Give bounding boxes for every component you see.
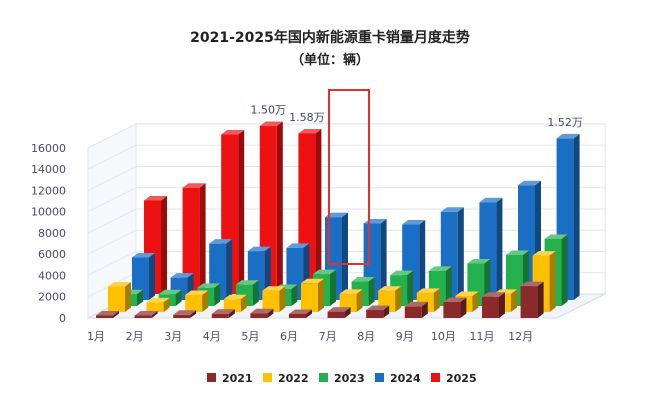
legend-label: 2024 — [390, 372, 421, 385]
legend-swatch — [319, 373, 328, 382]
legend-label: 2022 — [278, 372, 309, 385]
data-label: 1.52万 — [547, 116, 583, 129]
bar-2022-4月 — [223, 294, 247, 312]
x-tick-label: 7月 — [319, 330, 337, 343]
legend-item-2025: 2025 — [431, 372, 477, 385]
bar-2022-2月 — [146, 297, 170, 312]
y-tick-label: 8000 — [38, 227, 66, 240]
bar-2022-3月 — [185, 290, 209, 312]
data-label: 1.50万 — [251, 104, 287, 117]
legend-swatch — [263, 373, 272, 382]
chart-title: 2021-2025年国内新能源重卡销量月度走势 — [190, 29, 470, 46]
y-tick-label: 0 — [59, 312, 66, 325]
y-tick-label: 12000 — [31, 184, 66, 197]
bar-2021-1月 — [96, 311, 119, 318]
bar-2021-5月 — [250, 308, 274, 318]
legend-item-2023: 2023 — [319, 372, 365, 385]
x-tick-label: 4月 — [203, 330, 221, 343]
legend-label: 2021 — [222, 372, 253, 385]
legend-label: 2025 — [446, 372, 477, 385]
y-tick-label: 2000 — [38, 291, 66, 304]
y-tick-label: 14000 — [31, 163, 66, 176]
x-tick-label: 8月 — [357, 330, 375, 343]
bar-2021-9月 — [404, 301, 428, 318]
bar-2022-6月 — [301, 278, 324, 312]
x-tick-label: 11月 — [470, 330, 495, 343]
bar-2021-4月 — [211, 309, 235, 318]
legend-item-2022: 2022 — [263, 372, 309, 385]
y-tick-label: 10000 — [31, 206, 66, 219]
x-tick-label: 2月 — [126, 330, 144, 343]
chart-subtitle: （单位：辆） — [291, 52, 369, 68]
x-tick-label: 12月 — [508, 330, 533, 343]
bar-2025-2月 — [182, 183, 206, 294]
y-tick-label: 16000 — [31, 142, 66, 155]
bar-2022-7月 — [339, 289, 363, 312]
bar-2021-2月 — [134, 311, 158, 318]
x-tick-label: 9月 — [396, 330, 414, 343]
y-tick-label: 6000 — [38, 248, 66, 261]
bars — [96, 121, 580, 318]
bar-2022-1月 — [108, 281, 131, 312]
bar-2021-10月 — [443, 297, 467, 318]
y-tick-label: 4000 — [38, 269, 66, 282]
bar-2022-5月 — [262, 286, 286, 312]
data-label: 1.58万 — [289, 111, 325, 124]
legend-label: 2023 — [334, 372, 365, 385]
bar-2021-12月 — [520, 281, 544, 318]
x-tick-label: 10月 — [431, 330, 456, 343]
legend-swatch — [431, 373, 440, 382]
x-axis: 1月 2月 3月 4月 5月 6月 7月 8月 9月 10月 11月 12月 — [87, 330, 533, 343]
bar-2024-1月 — [132, 252, 155, 300]
legend-swatch — [207, 373, 216, 382]
bar-2021-3月 — [173, 310, 197, 318]
bar-2021-11月 — [482, 292, 505, 318]
legend-item-2024: 2024 — [375, 372, 421, 385]
x-tick-label: 6月 — [280, 330, 298, 343]
bar-2021-7月 — [327, 307, 351, 318]
legend-swatch — [375, 373, 384, 382]
legend-item-2021: 2021 — [207, 372, 253, 385]
x-tick-label: 3月 — [164, 330, 182, 343]
x-tick-label: 5月 — [241, 330, 259, 343]
legend: 2021 2022 2023 2024 2025 — [207, 372, 477, 385]
bar-2022-8月 — [378, 286, 402, 312]
highlight-box — [328, 89, 370, 265]
bar-2021-6月 — [289, 309, 312, 318]
bar-2021-8月 — [366, 305, 390, 318]
x-tick-label: 1月 — [87, 330, 105, 343]
